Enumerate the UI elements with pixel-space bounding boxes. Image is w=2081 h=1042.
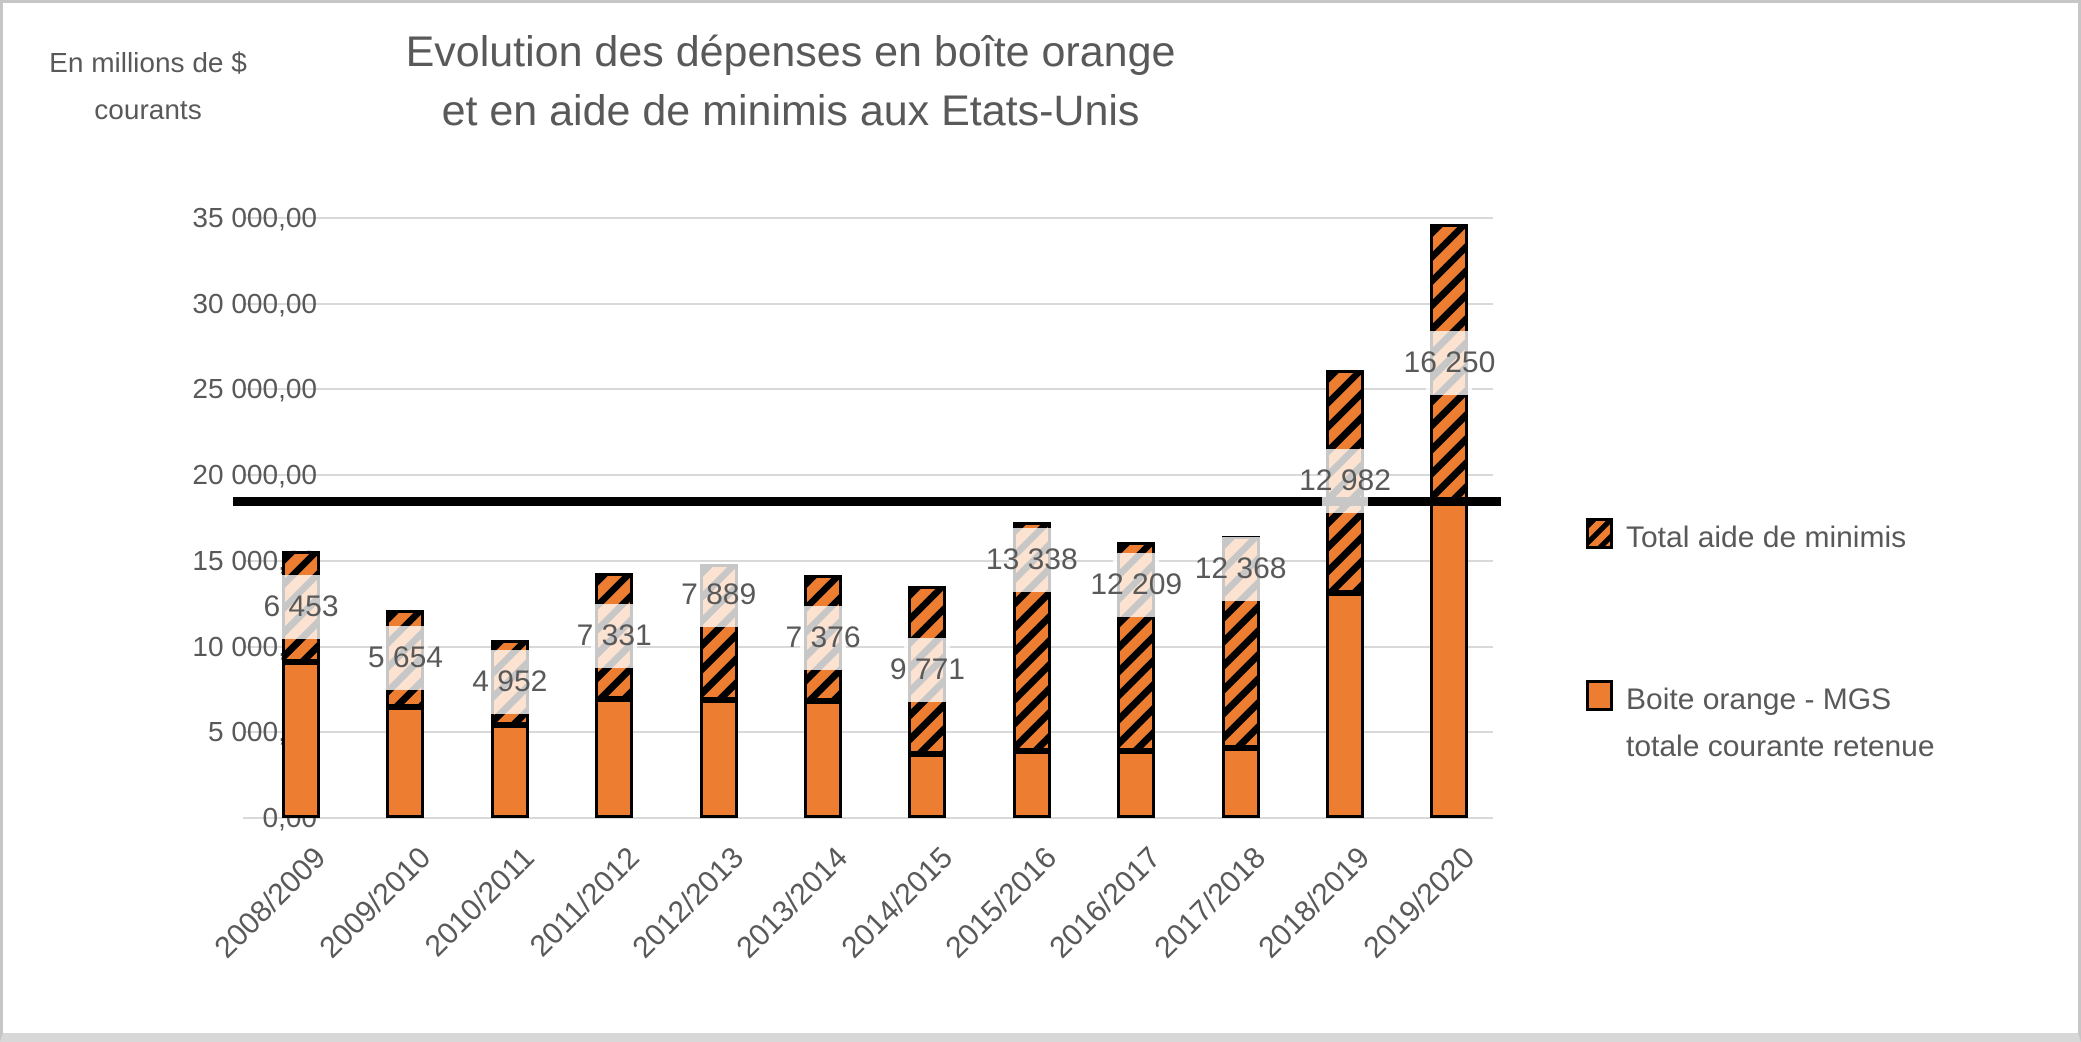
data-label: 7 376 [785,606,861,671]
x-axis-label: 2018/2019 [1252,841,1377,965]
y-tick-label: 0,00 [17,801,318,835]
x-axis-label: 2010/2011 [419,841,542,964]
y-tick-label: 10 000,00 [192,630,317,662]
data-label: 7 889 [681,563,756,628]
data-label: 7 331 [577,604,652,669]
x-axis-label: 2011/2012 [523,841,646,964]
data-label: 16 250 [1404,331,1495,396]
y-tick-label: 5 000,00 [208,716,317,748]
hatched-swatch-icon [1586,518,1613,549]
y-axis-unit-label: En millions de $ courants [23,39,273,133]
x-axis-label: 2008/2009 [208,841,333,965]
x-axis-label: 2013/2014 [730,841,855,965]
y-tick-label: 35 000,00 [192,202,317,233]
chart-title-line1: Evolution des dépenses en boîte orange [405,28,1176,76]
gridline-25000 [243,388,1493,391]
y-tick-label: 20 000,00 [192,459,317,491]
x-axis-label: 2015/2016 [939,841,1064,965]
gridline-0 [243,817,1493,819]
bar-segment-mgs [1012,751,1051,818]
x-axis-label: 2009/2010 [313,841,437,965]
chart-title: Evolution des dépenses en boîte orange e… [3,23,1578,141]
solid-swatch-icon [1586,680,1613,711]
y-tick-label: 25 000,00 [192,373,317,405]
legend-label-boite-orange-line1: Boite orange - MGS [1626,683,1892,716]
y-tick-label: 30 000,00 [192,287,317,319]
data-label: 12 982 [1299,449,1391,514]
data-label: 9 771 [890,637,965,702]
reference-line [233,496,1501,506]
data-label: 4 952 [472,650,547,715]
x-axis-label: 2014/2015 [835,841,959,965]
bar-segment-mgs [1430,502,1469,818]
y-axis-unit-line1: En millions de $ [49,47,247,78]
x-axis-label: 2012/2013 [626,841,750,965]
legend-label-de-minimis: Total aide de minimis [1626,521,1907,554]
gridline-5000 [243,731,1493,734]
bar-segment-mgs [1221,747,1260,818]
data-label: 13 338 [986,527,1078,592]
bar-segment-mgs [282,662,320,818]
bar-segment-mgs [804,701,842,818]
data-label: 12 368 [1195,536,1286,601]
y-axis-unit-line2: courants [94,94,202,125]
legend-label-boite-orange-line2: totale courante retenue [1626,730,1935,763]
legend-item-de-minimis: Total aide de minimis [1586,514,1906,561]
chart-title-line2: et en aide de minimis aux Etats-Unis [441,87,1140,135]
bar-segment-mgs [490,724,529,818]
bar-segment-mgs [1326,592,1364,818]
x-axis-label: 2016/2017 [1043,841,1168,965]
bar-segment-mgs [1117,751,1156,818]
gridline-30000 [243,302,1493,305]
data-label: 6 453 [263,574,339,639]
bar-segment-mgs [595,698,634,818]
legend-label-boite-orange: Boite orange - MGS totale courante reten… [1626,676,1935,770]
y-tick-label: 15 000,00 [192,544,317,576]
x-axis-label: 2017/2018 [1148,841,1272,965]
bar-segment-mgs [386,706,425,818]
x-axis-label: 2019/2020 [1357,841,1481,965]
bar-segment-mgs [699,699,738,818]
gridline-10000 [243,645,1493,648]
gridline-15000 [243,559,1493,562]
gridline-20000 [243,474,1493,477]
legend-item-boite-orange: Boite orange - MGS totale courante reten… [1586,676,1935,770]
data-label: 12 209 [1090,553,1182,618]
bar-segment-mgs [908,753,947,818]
gridline-35000 [243,217,1493,219]
data-label: 5 654 [368,626,443,691]
